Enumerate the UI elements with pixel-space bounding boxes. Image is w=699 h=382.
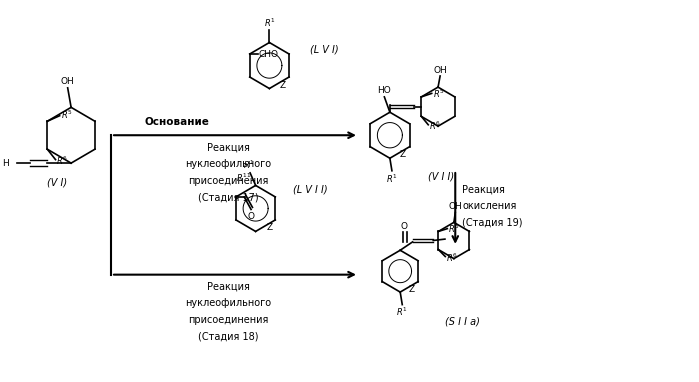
Text: окисления: окисления <box>462 201 517 211</box>
Text: $R^1$: $R^1$ <box>264 16 275 29</box>
Text: Z: Z <box>267 223 273 232</box>
Text: $R^6$: $R^6$ <box>446 252 458 264</box>
Text: присоединения: присоединения <box>188 315 268 325</box>
Text: (L V I I): (L V I I) <box>294 184 328 194</box>
Text: $R^1$: $R^1$ <box>396 306 408 319</box>
Text: $R^1$: $R^1$ <box>243 159 254 172</box>
Text: нуклеофильного: нуклеофильного <box>185 298 271 308</box>
Text: (V I I): (V I I) <box>428 172 454 181</box>
Text: O: O <box>247 212 254 221</box>
Text: (S I I a): (S I I a) <box>445 316 480 327</box>
Text: Реакция: Реакция <box>462 184 505 194</box>
Text: $R^6$: $R^6$ <box>429 120 441 133</box>
Text: (Стадия 17): (Стадия 17) <box>198 193 259 202</box>
Text: (Стадия 19): (Стадия 19) <box>462 217 523 228</box>
Text: CHO: CHO <box>259 50 279 58</box>
Text: (L V I): (L V I) <box>310 45 339 55</box>
Text: Z: Z <box>408 285 415 294</box>
Text: присоединения: присоединения <box>188 176 268 186</box>
Text: $R^6$: $R^6$ <box>56 155 68 167</box>
Text: Z: Z <box>280 81 286 89</box>
Text: $R^5$: $R^5$ <box>448 222 460 235</box>
Text: нуклеофильного: нуклеофильного <box>185 159 271 169</box>
Text: H: H <box>2 159 9 168</box>
Text: Реакция: Реакция <box>207 142 250 152</box>
Text: $R^5$: $R^5$ <box>433 87 445 100</box>
Text: $R^{11}$: $R^{11}$ <box>236 172 252 185</box>
Text: OH: OH <box>433 66 447 74</box>
Text: OH: OH <box>61 78 75 86</box>
Text: HO: HO <box>377 86 391 95</box>
Text: (Стадия 18): (Стадия 18) <box>198 332 259 342</box>
Text: (V I): (V I) <box>48 177 67 187</box>
Text: Основание: Основание <box>144 117 209 127</box>
Text: Z: Z <box>400 150 406 159</box>
Text: $R^1$: $R^1$ <box>386 172 398 185</box>
Text: O: O <box>400 222 407 231</box>
Text: Реакция: Реакция <box>207 282 250 291</box>
Text: $R^5$: $R^5$ <box>61 109 73 121</box>
Text: OH: OH <box>448 202 462 211</box>
